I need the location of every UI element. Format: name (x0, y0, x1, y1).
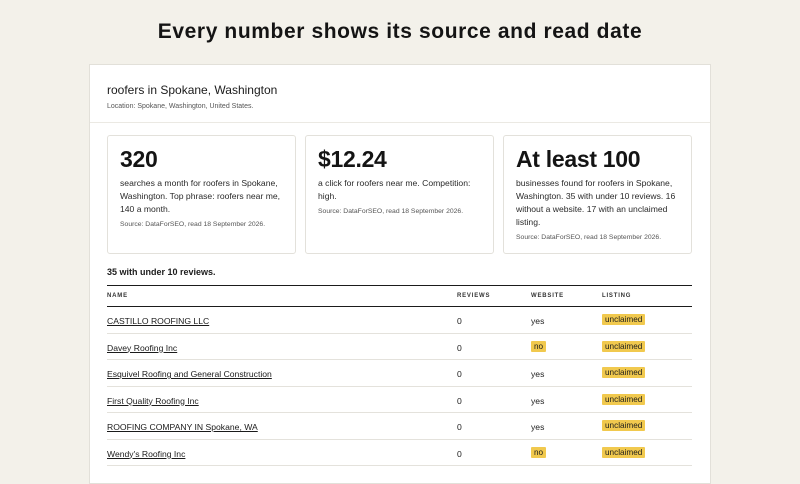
listing-badge: unclaimed (602, 393, 646, 405)
stat-card-cpc: $12.24 a click for roofers near me. Comp… (305, 135, 494, 254)
stat-description: searches a month for roofers in Spokane,… (120, 178, 281, 214)
table-row: Davey Roofing Inc 0 no unclaimed (107, 334, 692, 360)
stat-source: Source: DataForSEO, read 18 September 20… (516, 234, 662, 241)
website-badge: no (531, 340, 547, 352)
listing-cell: unclaimed (602, 367, 646, 378)
reviews-count: 0 (457, 342, 462, 353)
table-row: Wendy's Roofing Inc 0 no unclaimed (107, 440, 692, 466)
reviews-count: 0 (457, 316, 462, 326)
stat-source: Source: DataForSEO, read 18 September 20… (318, 208, 464, 215)
listing-cell: unclaimed (602, 314, 646, 325)
stat-card-businesses: At least 100 businesses found for roofer… (503, 135, 692, 254)
stat-value: 320 (120, 146, 158, 172)
business-name-link[interactable]: Davey Roofing Inc (107, 342, 178, 353)
page-headline: Every number shows its source and read d… (157, 20, 643, 43)
header-name: NAME (107, 293, 128, 299)
header-website: WEBSITE (531, 293, 564, 299)
reviews-count: 0 (457, 369, 462, 379)
report-header: roofers in Spokane, Washington Location:… (90, 65, 710, 123)
table-row: First Quality Roofing Inc 0 yes unclaime… (107, 387, 692, 413)
listing-badge: unclaimed (602, 340, 646, 352)
business-name-link[interactable]: Wendy's Roofing Inc (107, 448, 186, 459)
website-status: yes (531, 316, 545, 326)
report-title: roofers in Spokane, Washington (107, 83, 278, 97)
reviews-count: 0 (457, 422, 462, 432)
listing-cell: unclaimed (602, 340, 646, 352)
stat-value: $12.24 (318, 146, 387, 172)
website-status: yes (531, 369, 545, 379)
business-name-link[interactable]: Esquivel Roofing and General Constructio… (107, 369, 272, 379)
listing-cell: unclaimed (602, 446, 646, 458)
business-table: NAME REVIEWS WEBSITE LISTING CASTILLO RO… (107, 285, 692, 466)
website-status: yes (531, 395, 545, 406)
table-header: NAME REVIEWS WEBSITE LISTING (107, 286, 692, 307)
table-row: Esquivel Roofing and General Constructio… (107, 360, 692, 387)
business-name-link[interactable]: CASTILLO ROOFING LLC (107, 316, 210, 326)
website-status: yes (531, 422, 545, 432)
listing-badge: unclaimed (602, 314, 646, 325)
report-location: Location: Spokane, Washington, United St… (107, 103, 254, 110)
website-badge: no (531, 446, 547, 458)
reviews-count: 0 (457, 448, 462, 459)
header-listing: LISTING (602, 293, 632, 299)
header-reviews: REVIEWS (457, 293, 491, 299)
table-row: ROOFING COMPANY IN Spokane, WA 0 yes unc… (107, 413, 692, 440)
listing-badge: unclaimed (602, 420, 646, 431)
listing-cell: unclaimed (602, 393, 646, 405)
reviews-count: 0 (457, 395, 462, 406)
report-card: roofers in Spokane, Washington Location:… (89, 64, 711, 484)
stat-description: businesses found for roofers in Spokane,… (516, 178, 676, 227)
business-name-link[interactable]: First Quality Roofing Inc (107, 395, 199, 406)
stat-value: At least 100 (516, 146, 641, 172)
business-name-link[interactable]: ROOFING COMPANY IN Spokane, WA (107, 422, 258, 432)
listing-badge: unclaimed (602, 446, 646, 458)
stats-row: 320 searches a month for roofers in Spok… (107, 135, 693, 255)
table-row: CASTILLO ROOFING LLC 0 yes unclaimed (107, 307, 692, 334)
table-caption: 35 with under 10 reviews. (107, 267, 216, 277)
stat-description: a click for roofers near me. Competition… (318, 178, 471, 201)
stat-card-searches: 320 searches a month for roofers in Spok… (107, 135, 296, 254)
listing-cell: unclaimed (602, 420, 646, 431)
listing-badge: unclaimed (602, 367, 646, 378)
website-cell: no (531, 340, 547, 352)
stat-source: Source: DataForSEO, read 18 September 20… (120, 221, 266, 228)
website-cell: no (531, 446, 547, 458)
